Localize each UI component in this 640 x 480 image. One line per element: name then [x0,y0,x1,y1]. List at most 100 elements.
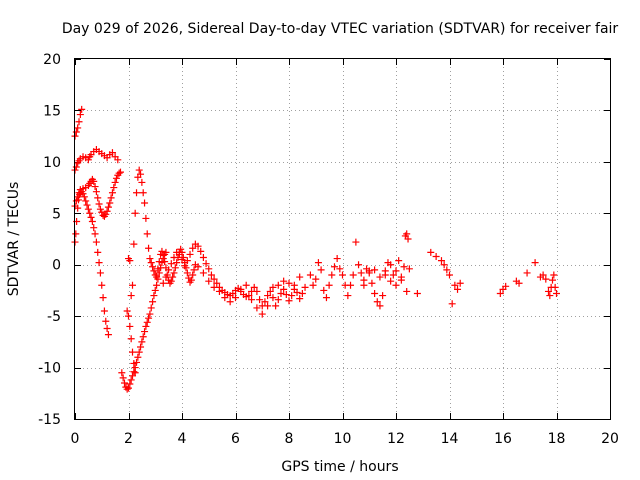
data-point [531,259,539,267]
data-point [360,276,368,284]
data-point [143,318,151,326]
data-point [266,287,274,295]
data-point [98,281,106,289]
data-point [446,271,453,279]
data-point [118,369,126,377]
data-point [159,251,167,259]
data-point [539,271,547,279]
data-point [145,244,153,252]
x-tick-label: 2 [124,431,133,447]
data-point [183,269,191,277]
data-point [95,200,103,208]
data-point [90,177,98,185]
data-point [87,213,95,221]
x-axis-label: GPS time / hours [281,459,398,475]
data-point [293,288,301,296]
data-point [135,166,143,174]
data-point [149,298,157,306]
x-tick-label: 8 [285,431,294,447]
data-point [306,271,314,279]
data-point [226,298,234,306]
data-point [138,338,146,346]
data-point [161,258,169,266]
data-point [142,322,150,330]
data-point [352,238,360,246]
data-point [126,257,134,265]
data-point [395,257,403,265]
data-point [237,285,245,293]
data-point [285,279,293,287]
data-point [269,283,277,291]
data-point [102,210,110,218]
data-point [288,292,296,300]
data-point [328,271,336,279]
data-point [137,170,145,178]
data-point [106,199,114,207]
data-point [274,296,282,304]
data-point [149,263,157,271]
data-point [285,297,293,305]
data-point [349,271,357,279]
data-point [96,269,104,277]
x-tick-label: 16 [494,431,512,447]
data-point [258,310,266,318]
data-point [355,261,363,269]
data-point [133,189,141,197]
data-point [205,277,213,285]
data-point [197,247,205,255]
data-point [165,266,173,274]
data-point [76,111,84,119]
y-tick-label: 20 [43,52,61,68]
data-point [314,259,322,267]
y-tick-label: -15 [38,412,61,428]
data-point [387,261,395,269]
data-point [320,286,328,294]
y-tick-label: 15 [43,103,61,119]
data-point [88,218,96,226]
data-point [189,244,197,252]
data-point [155,269,163,277]
data-point [269,294,277,302]
data-point [158,247,166,255]
data-point [126,322,134,330]
data-point [261,298,269,306]
data-point [102,317,110,325]
data-point [199,269,207,277]
data-point [550,271,558,279]
data-point [162,273,170,281]
data-point [542,275,550,283]
data-point [94,248,102,256]
data-point [336,265,344,273]
data-point [80,193,88,201]
data-point [432,252,440,260]
data-point [451,281,459,289]
data-point [437,257,445,265]
data-point [170,254,178,262]
data-point [123,307,131,315]
data-point [177,245,185,253]
data-point [72,128,80,136]
data-point [142,214,150,222]
data-point [125,312,132,320]
data-point [189,271,197,279]
data-point [392,267,400,275]
data-point [186,250,194,258]
data-point [381,267,389,275]
data-point [100,307,108,315]
data-point [344,292,352,300]
x-tick-label: 14 [441,431,459,447]
data-point [130,240,138,248]
data-point [125,384,132,392]
x-tick-label: 18 [548,431,566,447]
data-point [253,287,261,295]
data-point [272,302,280,310]
data-point [167,277,175,285]
data-point [221,294,229,302]
data-point [400,263,408,271]
data-point [290,281,298,289]
x-tick-label: 20 [601,431,619,447]
data-point [74,124,82,132]
data-point [146,310,154,318]
data-point [99,294,107,302]
data-point [94,194,102,202]
